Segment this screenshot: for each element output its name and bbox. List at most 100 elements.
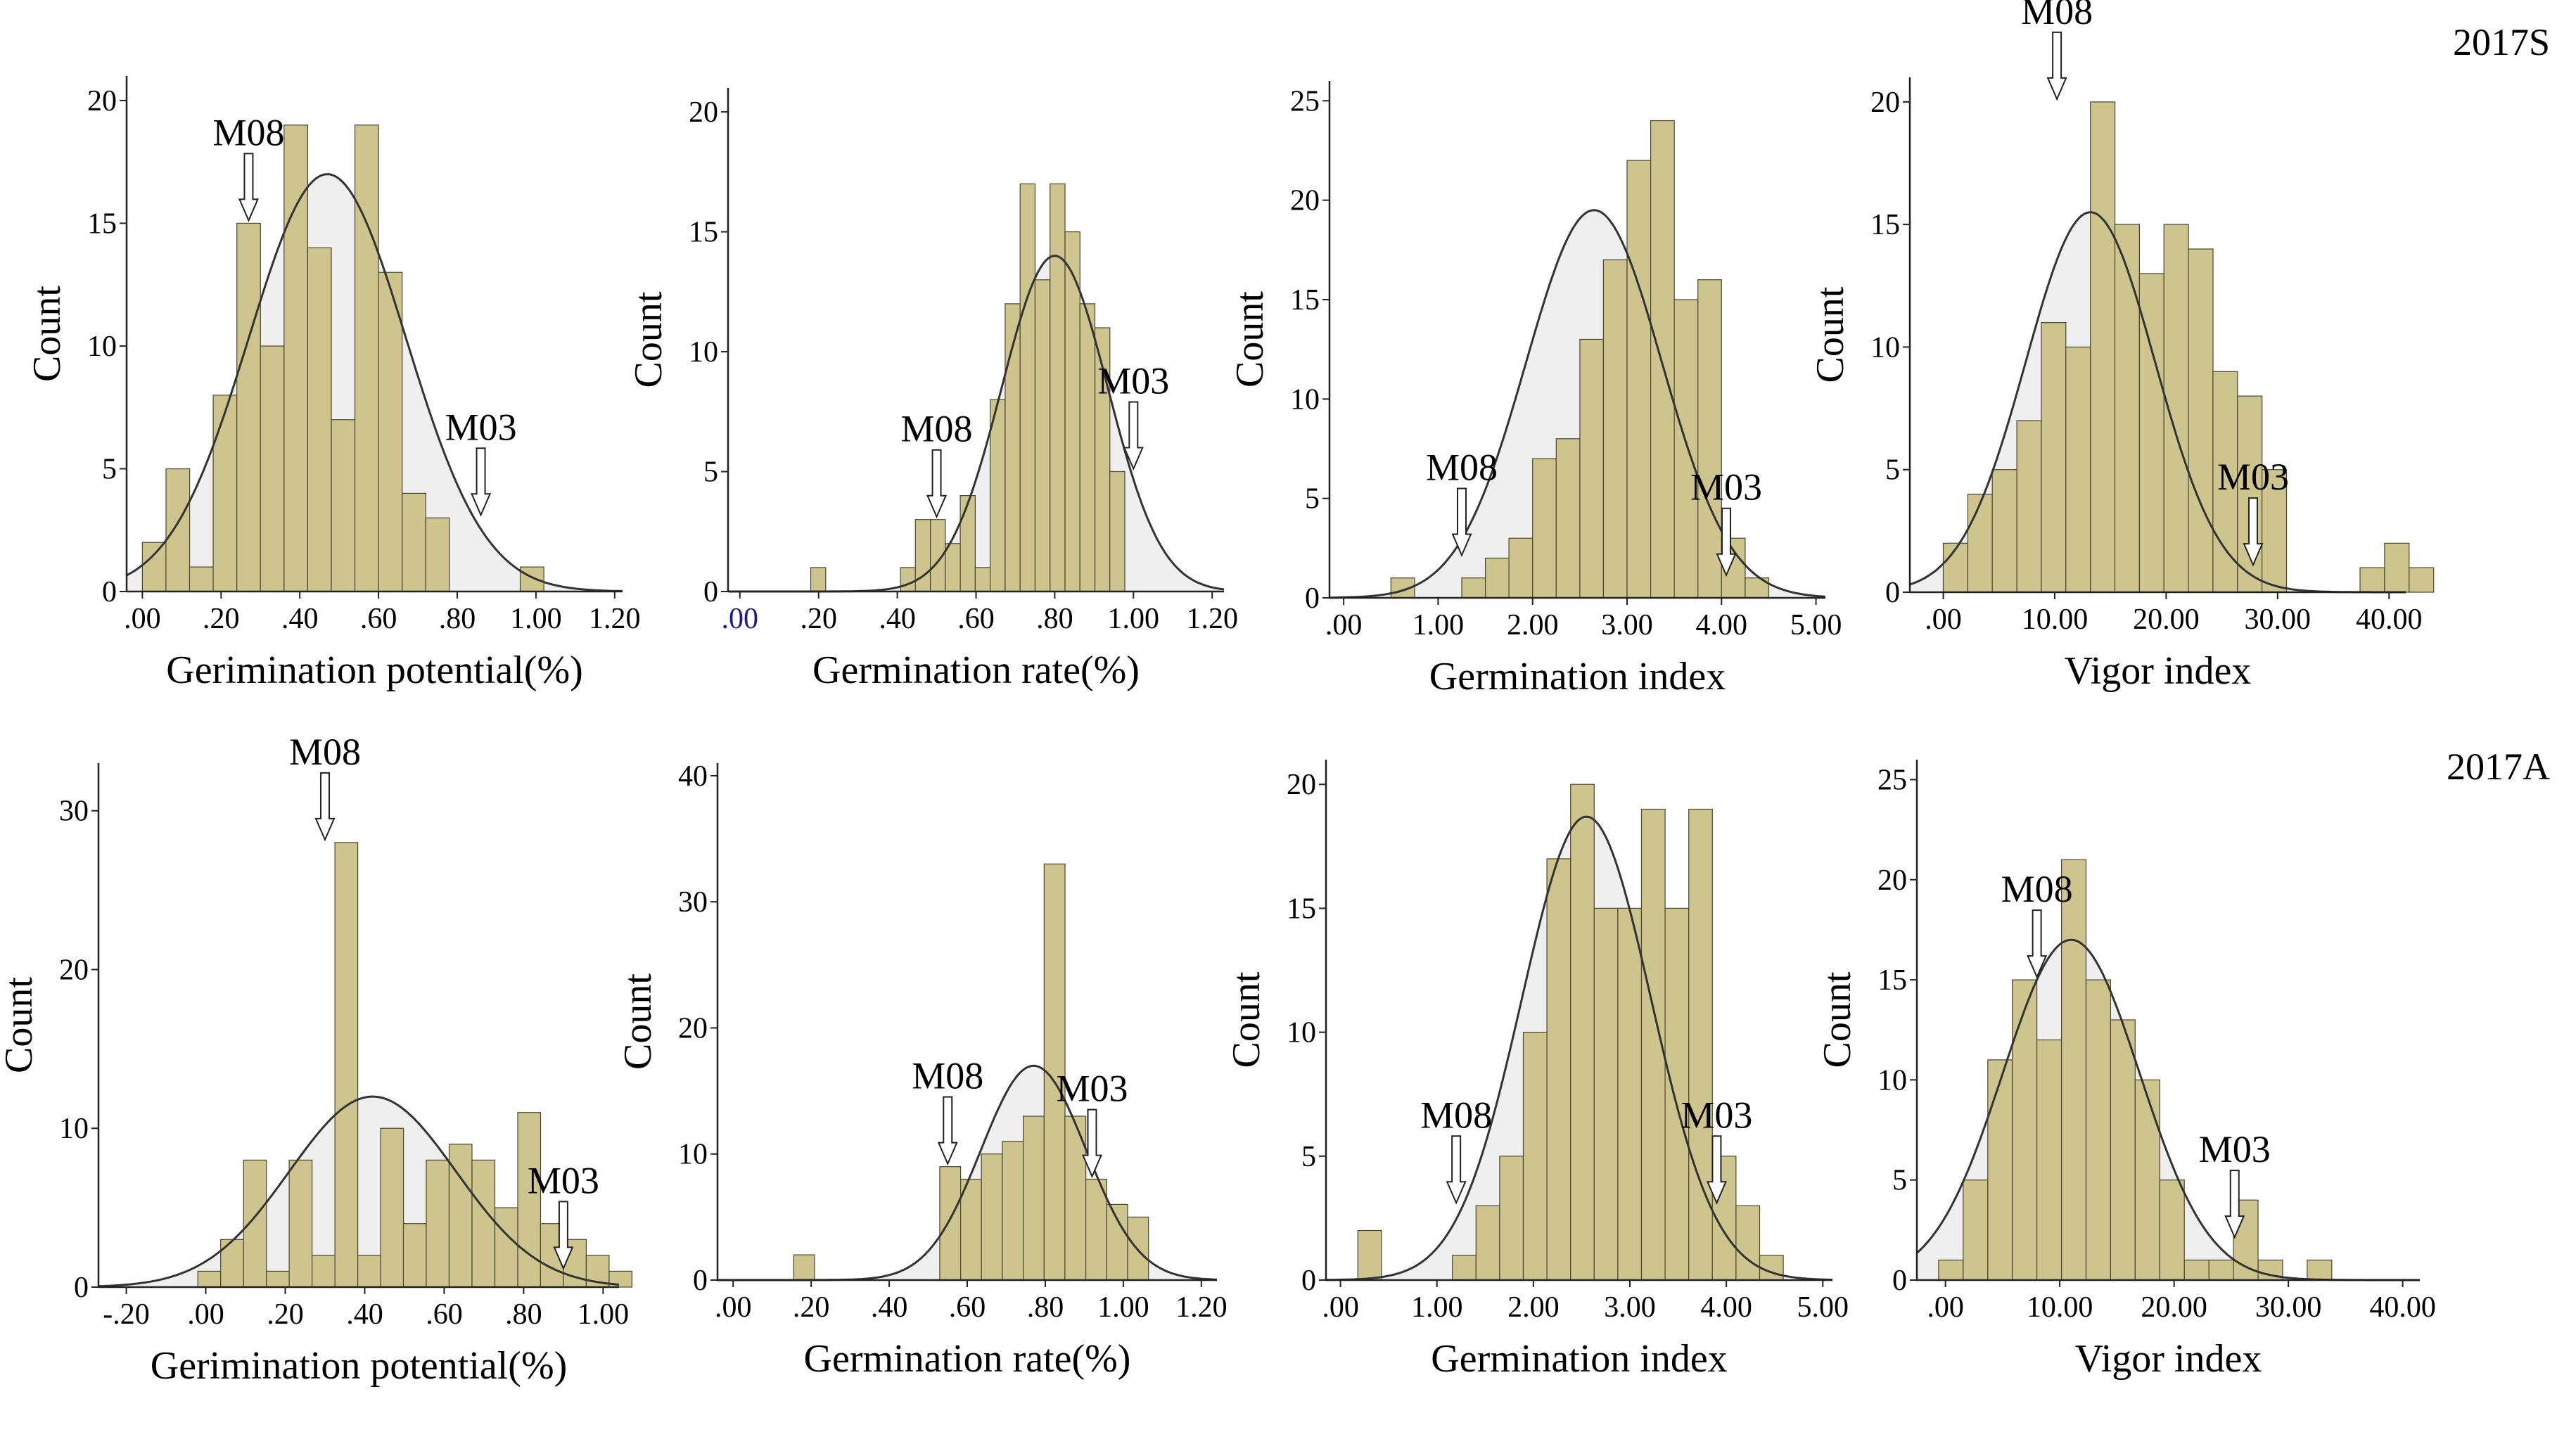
histogram-bar xyxy=(1626,160,1652,599)
histogram-bar xyxy=(1002,1141,1024,1281)
x-tick-label: 2.00 xyxy=(1507,1291,1560,1324)
histogram-bar xyxy=(354,124,379,592)
histogram-bar xyxy=(2134,1079,2160,1281)
histogram-bar xyxy=(220,1239,244,1288)
y-tick-label: 20 xyxy=(59,954,89,986)
x-tick-label: -.20 xyxy=(103,1298,150,1331)
histogram-bar xyxy=(2012,979,2038,1281)
x-tick-label: 1.20 xyxy=(589,603,641,635)
marker-arrow-icon xyxy=(1706,1135,1727,1205)
histogram-bar xyxy=(981,1153,1003,1281)
histogram-bar xyxy=(1452,1255,1477,1281)
series-label-2017s: 2017S xyxy=(2453,21,2550,63)
y-axis-title: Count xyxy=(0,977,41,1073)
x-axis-title: Germination index xyxy=(1429,655,1726,698)
y-tick-label: 0 xyxy=(1885,577,1900,609)
histogram-bar xyxy=(945,543,961,592)
y-tick-label: 0 xyxy=(693,1265,708,1297)
y-tick-label: 15 xyxy=(1287,893,1316,925)
normal-curve-line xyxy=(1326,815,1832,1281)
x-tick-label: 4.00 xyxy=(1700,1291,1752,1324)
marker-arrow-icon xyxy=(1451,487,1472,557)
marker-label-m03: M03 xyxy=(1056,1068,1128,1110)
histogram-bar xyxy=(2085,979,2112,1281)
histogram-bar xyxy=(1673,299,1699,599)
histogram-panels: .00 .20 .40 .60 .80 1.00 1.20 0 5 10 15 20 Geriminat… xyxy=(0,0,2436,1388)
histogram-bar xyxy=(1522,1031,1548,1281)
histogram-bar xyxy=(2138,273,2164,593)
histogram-bar xyxy=(402,1223,427,1288)
marker-label-m08: M08 xyxy=(901,408,973,450)
x-tick-label: 5.00 xyxy=(1797,1291,1849,1324)
y-tick-label: 20 xyxy=(1287,769,1316,801)
y-tick-label: 30 xyxy=(59,795,89,828)
x-tick-label: 30.00 xyxy=(2255,1291,2322,1324)
x-tick-label: 10.00 xyxy=(2022,603,2089,636)
x-tick-label: .60 xyxy=(949,1291,986,1324)
y-tick-label: 15 xyxy=(689,217,718,249)
histogram-bar xyxy=(189,566,214,592)
histogram-bar xyxy=(1106,1203,1128,1281)
marker-arrow-icon xyxy=(2027,909,2048,979)
marker-label-m03: M03 xyxy=(2217,456,2289,498)
x-tick-label: .60 xyxy=(360,603,397,635)
histogram-bar xyxy=(425,517,450,592)
marker-arrow-icon xyxy=(1123,401,1144,471)
marker-label-m08: M08 xyxy=(212,111,284,153)
x-tick-label: 1.00 xyxy=(1413,609,1465,641)
histogram-bar xyxy=(1485,557,1510,599)
x-tick-label: 1.20 xyxy=(1186,603,1238,635)
histogram-bar xyxy=(2359,567,2385,593)
y-tick-label: 5 xyxy=(1301,1141,1316,1173)
x-tick-label: .00 xyxy=(1322,1291,1359,1324)
normal-curve-line xyxy=(1330,209,1826,599)
marker-label-m03: M03 xyxy=(2199,1128,2271,1170)
histogram-bar xyxy=(2036,1039,2062,1281)
histogram-bar xyxy=(959,1178,982,1281)
histogram-bar xyxy=(1963,1180,1989,1281)
histogram-bar xyxy=(1022,1115,1045,1281)
y-axis-title: Count xyxy=(25,286,69,382)
marker-label-m03: M03 xyxy=(445,406,517,448)
y-axis-title: Count xyxy=(1809,286,1852,383)
y-axis-title: Count xyxy=(627,291,670,388)
x-tick-label: 40.00 xyxy=(2369,1291,2436,1324)
y-tick-label: 10 xyxy=(1290,383,1320,416)
y-tick-label: 5 xyxy=(1305,483,1320,516)
histogram-bar xyxy=(2041,322,2067,593)
y-tick-label: 10 xyxy=(59,1113,89,1145)
y-tick-label: 5 xyxy=(102,453,117,485)
marker-arrow-icon xyxy=(553,1201,574,1270)
x-axis-title: Germination rate(%) xyxy=(804,1337,1131,1381)
y-tick-label: 20 xyxy=(1877,864,1907,897)
histogram-bar xyxy=(959,494,976,592)
histogram-bar xyxy=(2114,224,2141,593)
histogram-bar xyxy=(810,567,827,592)
histogram-bar xyxy=(1532,458,1557,599)
y-tick-label: 0 xyxy=(1301,1265,1316,1297)
histogram-bar xyxy=(974,567,991,592)
x-tick-label: .80 xyxy=(439,603,476,635)
histogram-bar xyxy=(243,1159,267,1288)
histogram-bar xyxy=(1602,259,1628,599)
marker-label-m08: M08 xyxy=(1426,446,1498,488)
histogram-bar xyxy=(334,842,359,1288)
y-tick-label: 0 xyxy=(703,576,718,608)
marker-label-m03: M03 xyxy=(1097,360,1169,402)
x-tick-label: 10.00 xyxy=(2027,1291,2093,1324)
marker-label-m08: M08 xyxy=(2021,0,2093,32)
x-tick-label: .00 xyxy=(1927,1291,1964,1324)
histogram-bar xyxy=(494,1207,518,1288)
histogram-bar xyxy=(1109,471,1126,592)
y-tick-label: 40 xyxy=(678,760,708,793)
histogram-bar xyxy=(989,399,1006,592)
y-tick-label: 0 xyxy=(74,1272,89,1304)
histogram-bar xyxy=(519,566,544,592)
x-axis-title: Vigor index xyxy=(2065,649,2252,693)
x-tick-label: 4.00 xyxy=(1696,609,1748,641)
panel-5: -.20 .00 .20 .40 .60 .80 1.00 0 10 20 30 Geriminati… xyxy=(0,731,633,1388)
x-tick-label: .00 xyxy=(722,603,759,635)
x-tick-label: 20.00 xyxy=(2133,603,2200,636)
histogram-bar xyxy=(1050,183,1066,592)
